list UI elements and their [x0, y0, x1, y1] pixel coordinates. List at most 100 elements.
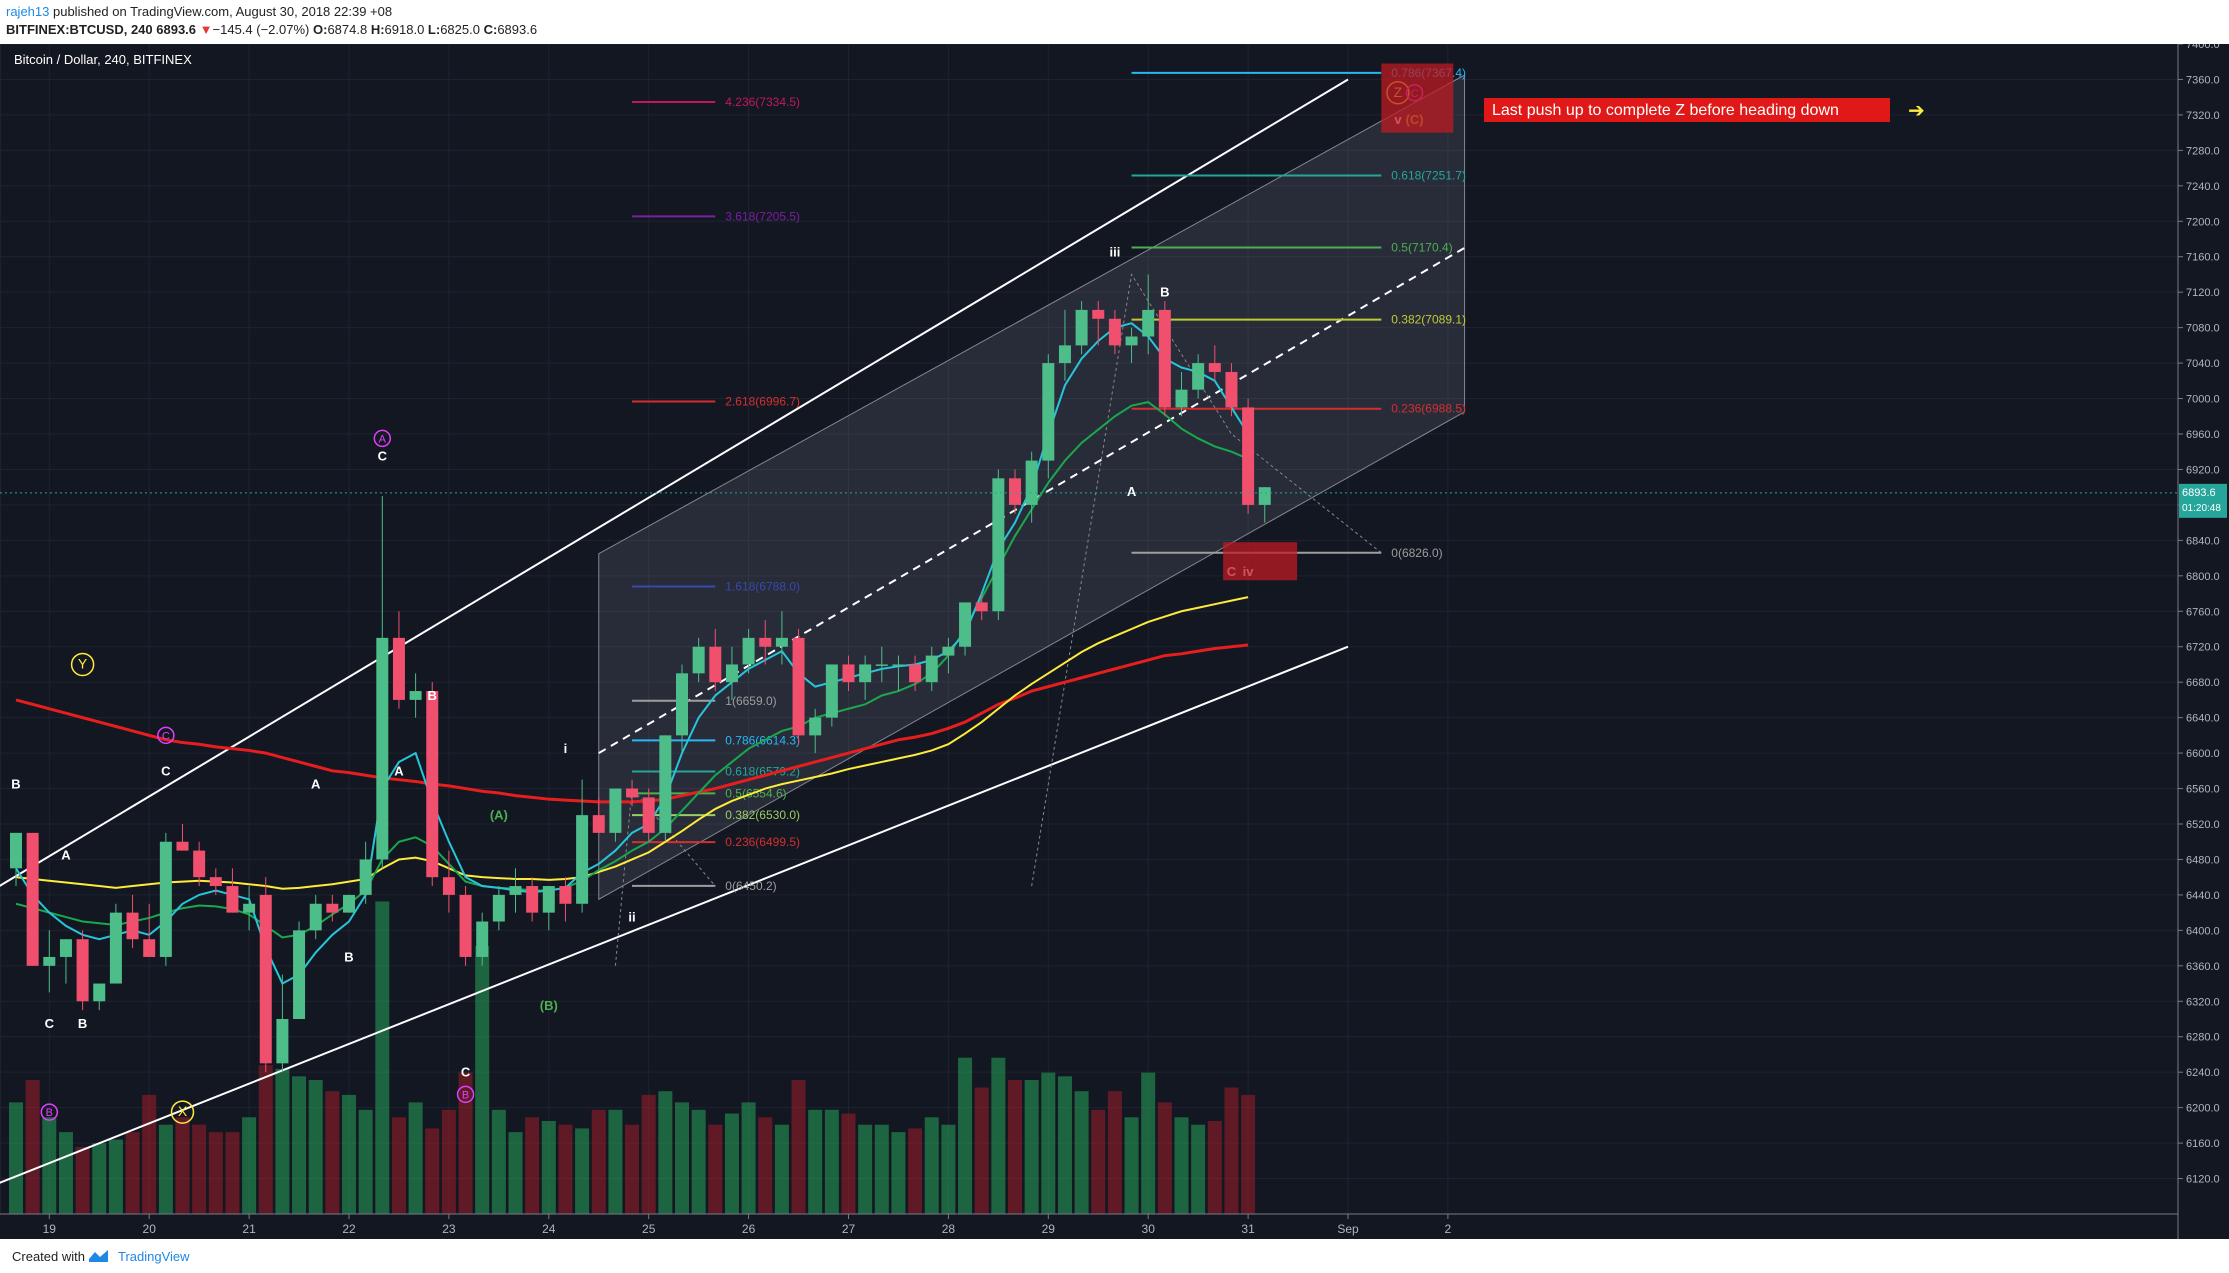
candle-body: [576, 815, 589, 904]
candle-body: [1208, 363, 1221, 372]
fib-level-label: 0.618(6579.2): [725, 765, 800, 779]
candle-body: [392, 637, 405, 700]
candle-body: [526, 886, 539, 913]
volume-bar: [941, 1124, 956, 1214]
volume-bar: [991, 1057, 1006, 1214]
arrow-right-icon: ➔: [1908, 100, 1925, 122]
wave-label: C: [161, 763, 171, 778]
wave-circle-label: C: [162, 730, 170, 742]
candle-body: [1158, 309, 1171, 408]
y-tick-label: 6600.0: [2186, 748, 2220, 760]
volume-bar: [391, 1117, 406, 1214]
candle-body: [326, 903, 339, 913]
wave-label: iii: [1109, 245, 1120, 260]
volume-bar: [891, 1132, 906, 1214]
annotation-box: [1484, 98, 1890, 122]
annotation: Last push up to complete Z before headin…: [1223, 63, 1925, 581]
candles: [10, 274, 1271, 1073]
volume-bar: [575, 1128, 590, 1214]
volume-bar: [42, 1117, 57, 1214]
candle-body: [692, 646, 705, 674]
volume-bar: [974, 1087, 989, 1214]
x-tick-label: 23: [442, 1222, 456, 1236]
y-tick-label: 6840.0: [2186, 535, 2220, 547]
volume-bar: [874, 1124, 889, 1214]
chart-background: [0, 44, 2229, 1239]
axes: 7400.0 7360.0 7320.0 7280.0 7240.0 7200.0 7160…: [0, 44, 2227, 1239]
symbol-info: BITFINEX:BTCUSD, 240 6893.6 ▼−145.4 (−2.…: [6, 22, 537, 37]
volume-bar: [108, 1139, 123, 1214]
volume-bar: [242, 1117, 257, 1214]
candle-body: [143, 939, 156, 957]
y-tick-label: 6440.0: [2186, 890, 2220, 902]
candle-body: [759, 637, 772, 647]
publish-text: published on TradingView.com, August 30,…: [49, 4, 393, 19]
last-price: 6893.6: [152, 22, 200, 37]
tradingview-link[interactable]: TradingView: [118, 1249, 190, 1264]
volume-bar: [675, 1102, 689, 1214]
candle-body: [376, 637, 389, 860]
y-tick-label: 7320.0: [2186, 110, 2220, 122]
candle-body: [492, 894, 505, 922]
volume-bar: [1057, 1076, 1072, 1214]
candle-body: [309, 903, 322, 931]
volume-bar: [1008, 1080, 1022, 1214]
volume-bar: [691, 1109, 706, 1214]
volume-bar: [774, 1124, 789, 1214]
volume-bar: [1141, 1072, 1156, 1214]
volume-bar: [1074, 1091, 1089, 1214]
volume-bar: [9, 1102, 23, 1214]
wave-label: B: [344, 949, 353, 964]
y-tick-label: 6320.0: [2186, 996, 2220, 1008]
candlestick-chart[interactable]: 4.236(7334.5) 3.618(7205.5) 2.618(6996.7) 1…: [0, 44, 2229, 1239]
chart-title: Bitcoin / Dollar, 240, BITFINEX: [14, 52, 192, 67]
volume-bar: [658, 1091, 673, 1214]
down-arrow-icon: ▼: [199, 22, 213, 37]
countdown-label: 01:20:48: [2182, 503, 2221, 514]
volume-bar: [508, 1132, 523, 1214]
fib-level-label: 0.5(6554.6): [725, 786, 786, 800]
created-with-text: Created with: [12, 1249, 85, 1264]
volume-bar: [858, 1124, 873, 1214]
y-tick-label: 6200.0: [2186, 1103, 2220, 1115]
trend-lines: [0, 78, 1466, 1184]
y-tick-label: 6760.0: [2186, 606, 2220, 618]
candle-body: [709, 646, 722, 683]
volume-bar: [625, 1124, 640, 1214]
y-tick-label: 7080.0: [2186, 323, 2220, 335]
candle-body: [975, 602, 988, 612]
wave-circle-label: Y: [78, 655, 88, 671]
candle-body: [1142, 309, 1155, 337]
fib-level-label: 0.5(7170.4): [1391, 241, 1452, 255]
candle-body: [1025, 460, 1038, 505]
candle-body: [959, 602, 972, 647]
volume-bar: [491, 1109, 506, 1214]
x-tick-label: 25: [642, 1222, 656, 1236]
volume-bar: [308, 1080, 323, 1214]
volume-bar: [208, 1132, 223, 1214]
volume-bar: [1124, 1117, 1139, 1214]
volume-bar: [342, 1094, 356, 1214]
candle-body: [1192, 363, 1205, 390]
x-tick-label: 24: [542, 1222, 556, 1236]
x-tick-label: 28: [942, 1222, 956, 1236]
candle-body: [642, 797, 655, 833]
candle-body: [76, 939, 89, 1002]
author-link[interactable]: rajeh13: [6, 4, 50, 19]
y-tick-label: 7360.0: [2186, 74, 2220, 86]
close-value: 6893.6: [497, 22, 538, 37]
volume-bar: [75, 1147, 90, 1214]
candle-body: [742, 637, 755, 665]
wave-circle: [456, 1085, 475, 1104]
x-tick-label: 19: [43, 1222, 57, 1236]
candle-body: [176, 841, 189, 851]
y-tick-label: 7280.0: [2186, 145, 2220, 157]
fib-level-label: 1.618(6788.0): [725, 579, 800, 593]
candle-body: [126, 912, 139, 940]
wave-circle-label: B: [46, 1107, 53, 1119]
candle-body: [676, 673, 688, 736]
candle-body: [1125, 336, 1138, 346]
y-tick-label: 6240.0: [2186, 1067, 2220, 1079]
fib-level-label: 0.382(7089.1): [1391, 313, 1466, 327]
volume-bar: [808, 1109, 823, 1214]
